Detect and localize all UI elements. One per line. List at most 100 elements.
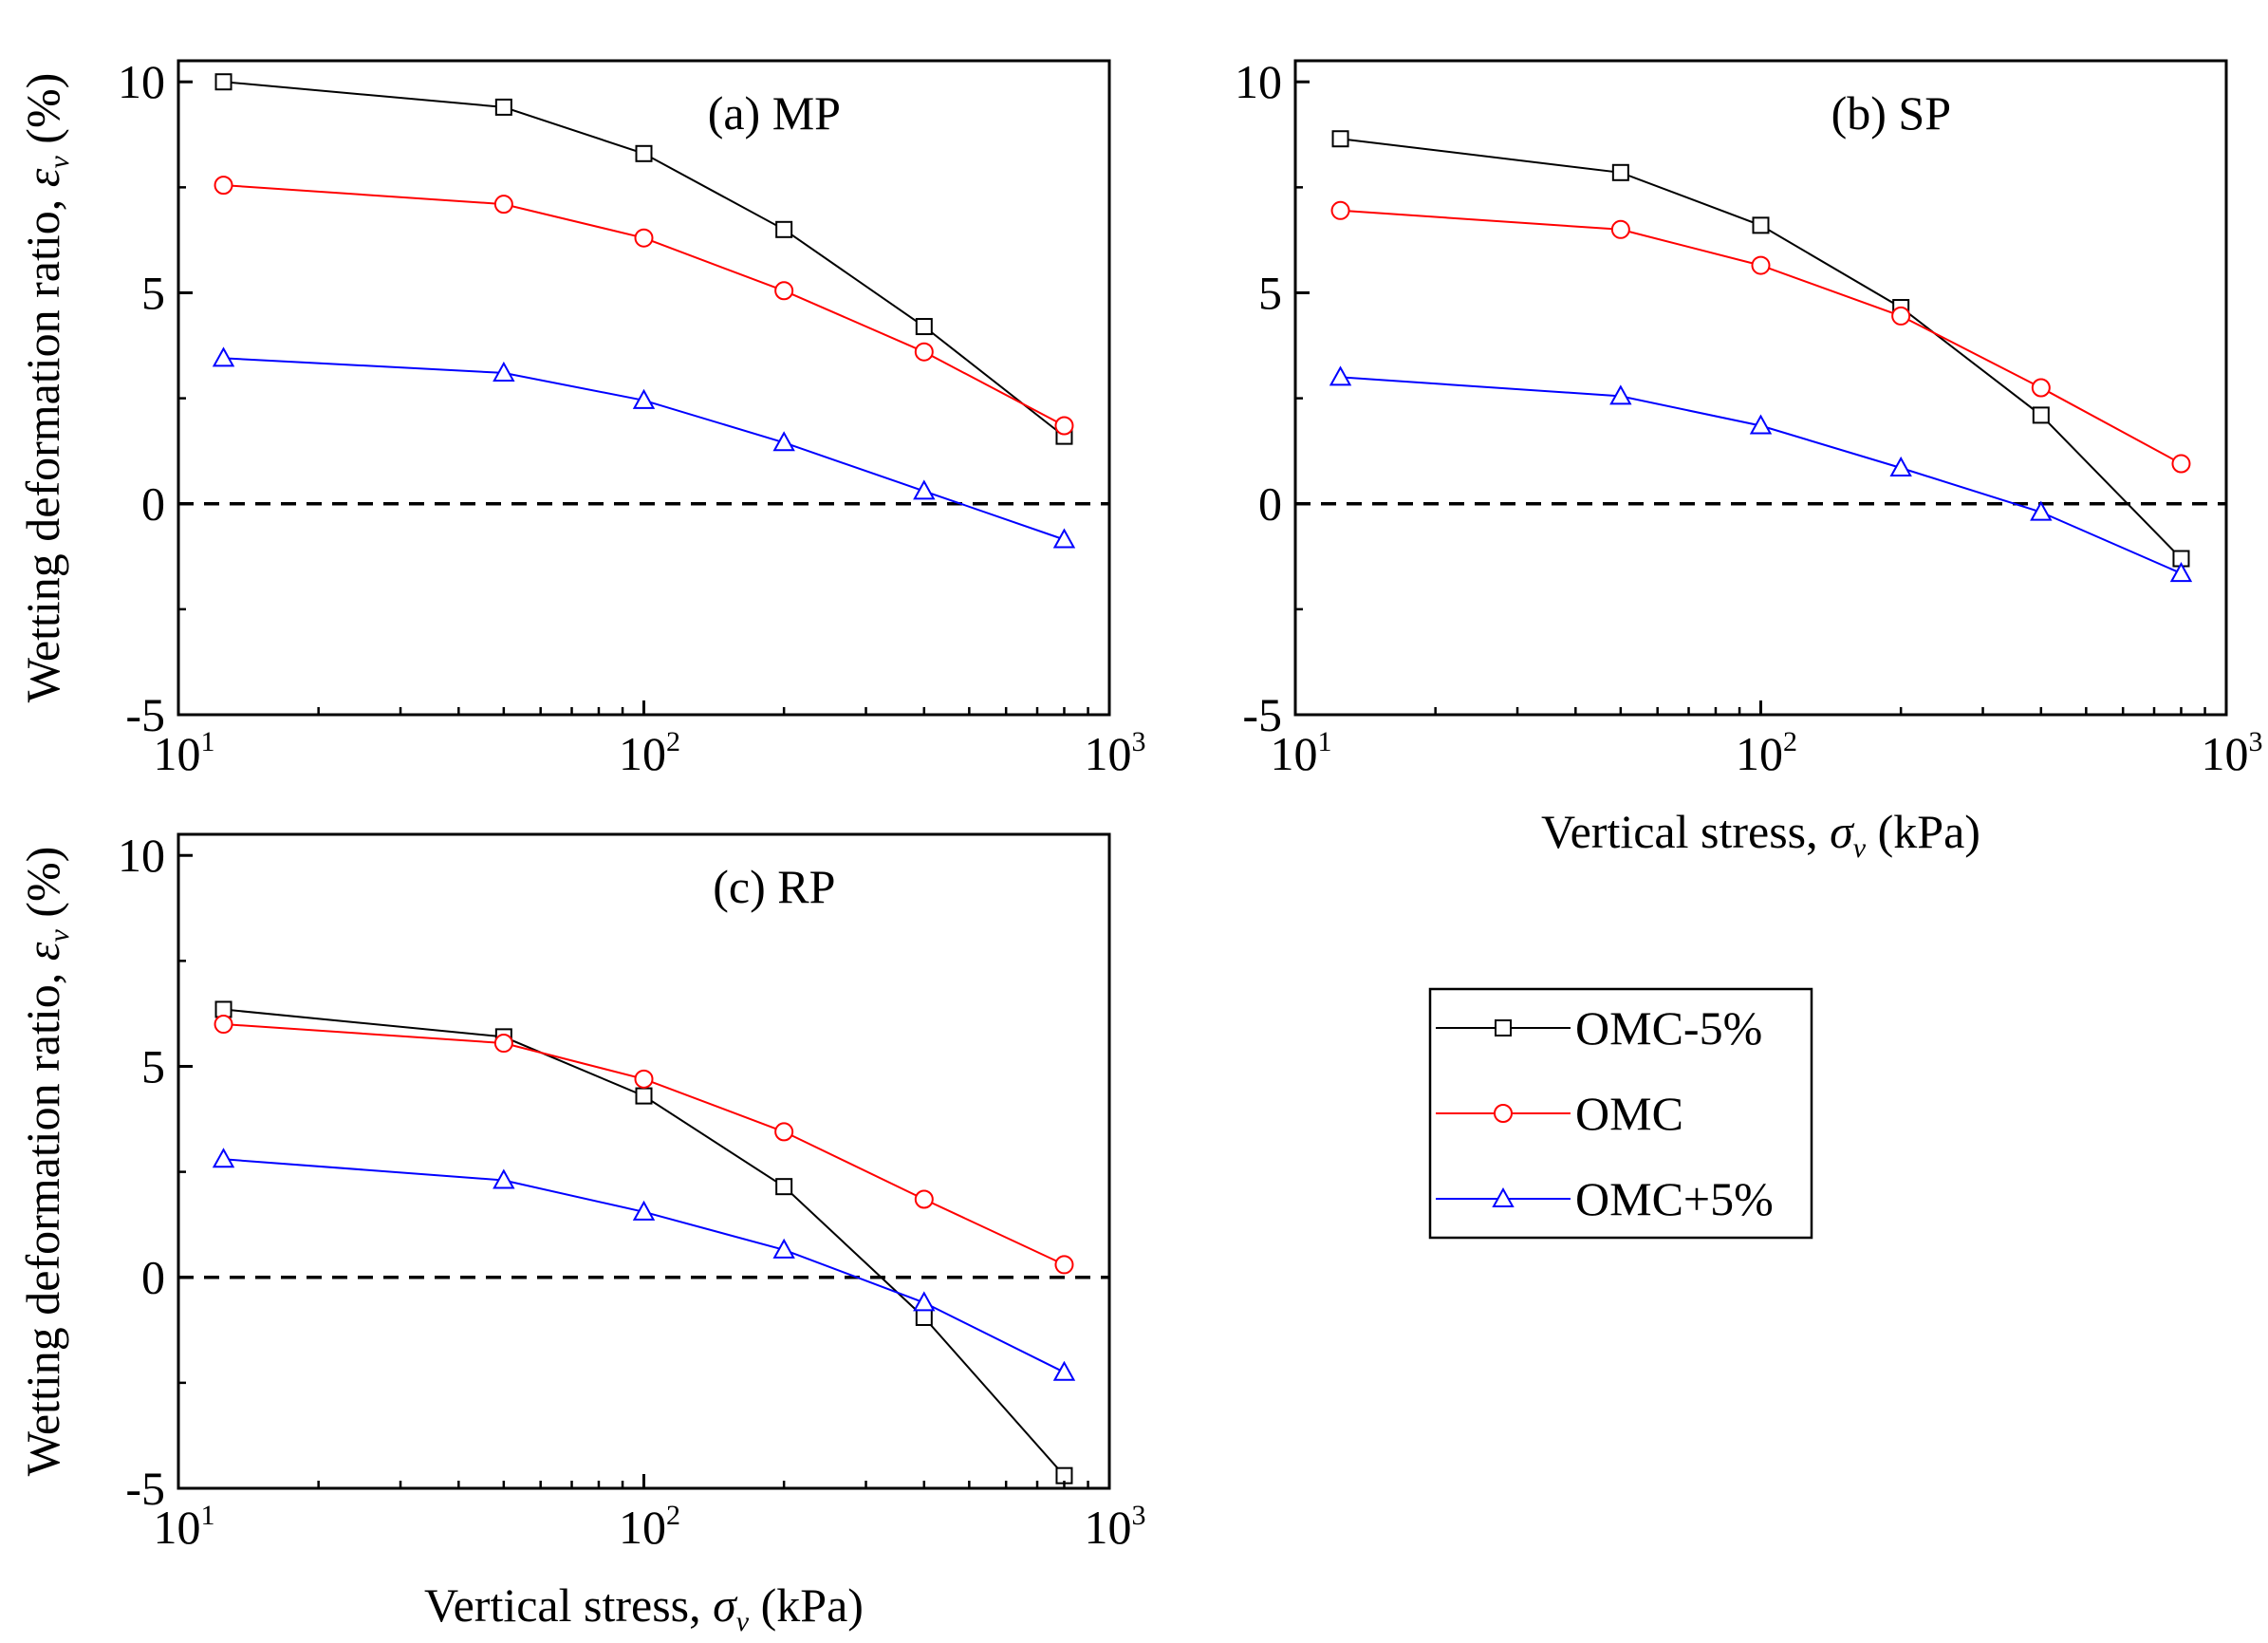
data-point-OMC — [1330, 200, 1350, 220]
panel-title: (b) SP — [1831, 86, 1951, 140]
data-point-OMC+5% — [1749, 414, 1773, 435]
x-axis-label: Vertical stress, σv (kPa) — [424, 1578, 864, 1637]
x-tick-label: 102 — [1736, 726, 1797, 780]
x-axis-label-unit: (kPa) — [1866, 805, 1980, 858]
panel-title: (c) RP — [713, 860, 835, 913]
data-point-OMC+5% — [1329, 365, 1352, 386]
x-tick-exponent: 2 — [666, 726, 680, 757]
x-tick-exponent: 2 — [1783, 726, 1797, 757]
data-point-OMC+5% — [1609, 384, 1632, 405]
y-tick-label: 5 — [1258, 266, 1282, 319]
x-tick-exponent: 1 — [1318, 726, 1332, 757]
data-point-OMC+5% — [212, 1148, 235, 1168]
x-tick-exponent: 1 — [201, 1500, 215, 1531]
data-point-OMC — [2031, 378, 2051, 398]
data-point-OMC — [634, 228, 654, 248]
series-line-OMC+5% — [223, 1158, 1065, 1373]
x-tick-base: 10 — [1271, 727, 1318, 780]
x-tick-base: 10 — [619, 1501, 666, 1554]
y-axis-label: Wetting deformation ratio, εv (%) — [16, 847, 75, 1477]
y-axis-label-text: Wetting deformation ratio, — [16, 961, 69, 1476]
data-point-OMC — [914, 1189, 934, 1209]
data-point-OMC-5% — [1331, 130, 1349, 148]
data-point-OMC — [774, 1122, 794, 1142]
series-line-OMC+5% — [223, 357, 1065, 541]
legend-swatch-marker — [1494, 1104, 1513, 1123]
x-axis-label-subscript: v — [1853, 832, 1867, 864]
data-point-OMC+5% — [2030, 500, 2053, 521]
x-tick-exponent: 3 — [2249, 726, 2263, 757]
y-tick-label: 5 — [141, 266, 165, 319]
x-tick-label: 103 — [1085, 726, 1146, 780]
data-point-OMC-5% — [635, 144, 653, 162]
y-axis-label-unit: (%) — [16, 73, 69, 156]
x-tick-exponent: 1 — [201, 726, 215, 757]
plot-frame — [1293, 59, 2228, 717]
data-point-OMC-5% — [2032, 406, 2050, 424]
data-point-OMC-5% — [775, 1178, 793, 1196]
y-tick-label: 0 — [141, 1251, 165, 1304]
data-point-OMC+5% — [772, 431, 795, 452]
data-point-OMC — [634, 1069, 654, 1089]
data-point-OMC-5% — [214, 73, 232, 91]
y-axis-label-subscript: v — [44, 156, 75, 169]
x-axis-label-symbol: σ — [1830, 805, 1855, 858]
data-point-OMC — [214, 176, 233, 196]
y-tick-label: 10 — [118, 55, 165, 108]
y-tick-label: 10 — [1235, 55, 1282, 108]
x-tick-base: 10 — [1085, 1501, 1132, 1554]
y-axis-label-symbol: ε — [16, 168, 69, 187]
y-axis-label: Wetting deformation ratio, εv (%) — [16, 73, 75, 703]
x-axis-label-text: Vertical stress, — [1541, 805, 1830, 858]
data-point-OMC — [2171, 454, 2191, 474]
data-point-OMC — [1891, 306, 1911, 326]
data-point-OMC — [1054, 1255, 1074, 1275]
x-tick-label: 102 — [619, 1500, 680, 1554]
x-tick-exponent: 2 — [666, 1500, 680, 1531]
x-tick-label: 101 — [154, 726, 215, 780]
plot-frame — [177, 832, 1111, 1490]
y-tick-label: -5 — [125, 688, 165, 741]
data-point-OMC+5% — [913, 479, 936, 500]
data-point-OMC+5% — [913, 1291, 936, 1312]
x-tick-label: 101 — [154, 1500, 215, 1554]
data-point-OMC-5% — [1611, 163, 1629, 181]
y-axis-label-symbol: ε — [16, 942, 69, 961]
data-point-OMC-5% — [915, 1308, 933, 1326]
x-axis-label-text: Vertical stress, — [424, 1578, 713, 1632]
data-point-OMC-5% — [915, 318, 933, 336]
x-tick-label: 101 — [1271, 726, 1332, 780]
data-point-OMC-5% — [775, 220, 793, 238]
x-axis-label-unit: (kPa) — [749, 1578, 864, 1632]
legend-swatch-marker — [1492, 1186, 1515, 1207]
data-point-OMC+5% — [2169, 562, 2193, 583]
x-tick-base: 10 — [619, 727, 666, 780]
series-line-OMC — [1340, 209, 2182, 465]
legend-label: OMC-5% — [1575, 1001, 1762, 1055]
y-axis-label-subscript: v — [44, 929, 75, 943]
data-point-OMC+5% — [632, 1200, 656, 1221]
legend: OMC-5% OMC OMC+5% — [1428, 987, 1813, 1240]
series-line-OMC-5% — [1340, 138, 2183, 560]
data-point-OMC-5% — [635, 1087, 653, 1105]
x-tick-label: 103 — [2202, 726, 2263, 780]
legend-label: OMC+5% — [1575, 1172, 1774, 1225]
x-axis-label-symbol: σ — [713, 1578, 738, 1632]
data-point-OMC-5% — [494, 98, 512, 116]
data-point-OMC — [493, 1034, 513, 1054]
data-point-OMC+5% — [632, 388, 656, 409]
data-point-OMC+5% — [772, 1238, 795, 1259]
y-tick-label: 10 — [118, 829, 165, 882]
data-point-OMC — [214, 1015, 233, 1035]
data-point-OMC — [1054, 416, 1074, 436]
legend-swatch-marker — [1495, 1019, 1512, 1036]
y-tick-label: 0 — [1258, 477, 1282, 531]
data-point-OMC+5% — [493, 361, 515, 382]
data-point-OMC+5% — [212, 346, 235, 367]
y-tick-label: -5 — [125, 1462, 165, 1515]
y-tick-label: 5 — [141, 1039, 165, 1092]
x-tick-exponent: 3 — [1132, 1500, 1146, 1531]
